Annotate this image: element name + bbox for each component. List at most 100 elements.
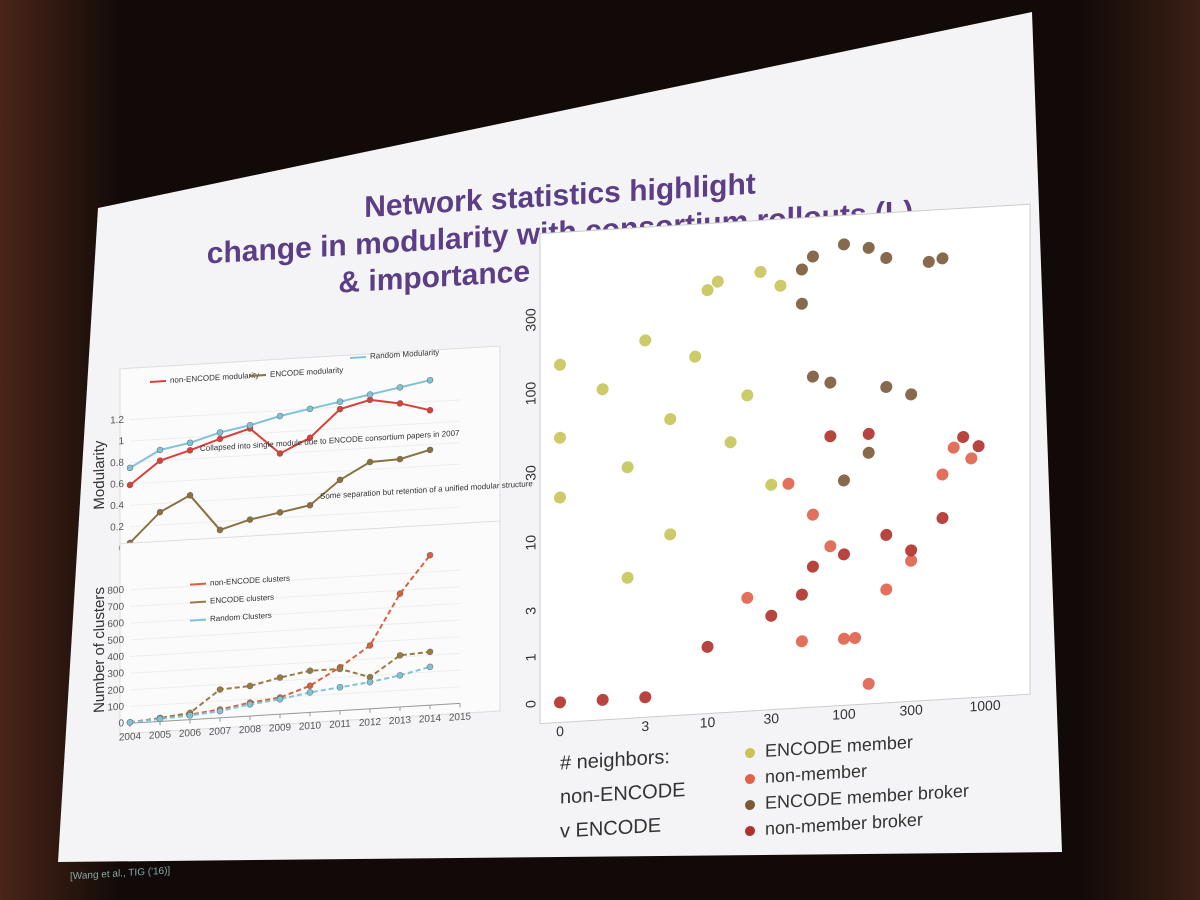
point <box>837 238 850 251</box>
point <box>426 648 434 656</box>
point <box>396 672 404 679</box>
point <box>306 502 314 509</box>
point <box>765 478 778 491</box>
x-tick-label: 2005 <box>149 729 172 741</box>
point <box>639 691 652 704</box>
point <box>621 461 634 474</box>
grid-line <box>130 420 460 442</box>
point <box>186 712 194 719</box>
x-axis <box>130 702 460 724</box>
y-tick-label: 0.6 <box>110 479 124 491</box>
legend-swatch <box>745 799 755 811</box>
point <box>806 560 819 573</box>
x-tick-label: 2004 <box>119 731 142 743</box>
point <box>596 693 609 706</box>
point <box>741 591 754 604</box>
point <box>754 265 767 278</box>
y-tick-label: 1.2 <box>110 415 124 427</box>
point <box>156 446 164 454</box>
point <box>126 464 134 472</box>
point <box>246 516 254 523</box>
grid-line <box>130 636 460 658</box>
point <box>862 677 875 690</box>
legend-swatch <box>745 825 755 837</box>
y-tick-label: 0 <box>118 718 124 729</box>
point <box>186 492 194 499</box>
grid-line <box>130 619 460 641</box>
point <box>701 284 714 297</box>
y-tick-label: 400 <box>107 652 124 664</box>
point <box>965 452 978 465</box>
y-tick-label: 800 <box>107 585 124 597</box>
point <box>156 457 164 464</box>
point <box>276 509 284 516</box>
y-tick-label: 0.4 <box>110 500 124 512</box>
grid-line <box>130 485 460 506</box>
x-tick-label: 2010 <box>299 720 322 732</box>
legend-swatch <box>250 374 266 377</box>
x-tick-label: 3 <box>641 718 649 734</box>
y-tick-label: 100 <box>523 381 539 406</box>
point <box>741 389 754 402</box>
legend-swatch <box>350 356 366 359</box>
series-line <box>129 665 431 724</box>
y-tick-label: 700 <box>107 602 124 614</box>
point <box>824 430 837 443</box>
point <box>596 383 609 396</box>
x-tick-label: 30 <box>764 710 780 727</box>
legend-label: ENCODE clusters <box>210 593 274 606</box>
point <box>664 528 677 541</box>
point <box>957 431 970 444</box>
slide-content: Network statistics highlight change in m… <box>70 168 1031 882</box>
legend-swatch <box>150 380 166 383</box>
point <box>426 663 434 671</box>
grid-line <box>130 399 460 421</box>
point <box>837 474 850 487</box>
point <box>554 696 566 709</box>
point <box>554 358 566 371</box>
legend-label: Random Modularity <box>370 348 439 361</box>
point <box>806 508 819 521</box>
grid-line <box>130 442 460 463</box>
point <box>396 590 404 597</box>
point <box>366 391 374 398</box>
grid-line <box>130 463 460 485</box>
point <box>396 384 404 391</box>
x-tick-label: 2006 <box>179 728 202 740</box>
grid-line <box>130 586 460 608</box>
series-line <box>129 650 431 724</box>
x-tick-label: 2014 <box>419 713 442 725</box>
y-tick-label: 300 <box>107 668 124 680</box>
point <box>936 468 949 481</box>
point <box>849 632 862 645</box>
point <box>156 508 164 516</box>
point <box>862 427 875 440</box>
point <box>396 652 404 659</box>
point <box>366 678 374 686</box>
x-tick-label: 2012 <box>359 717 382 729</box>
point <box>639 334 652 347</box>
point <box>126 481 134 489</box>
point <box>880 251 893 265</box>
y-tick-label: 0 <box>523 700 539 709</box>
point <box>554 431 566 444</box>
point <box>947 441 960 454</box>
x-tick-label: 2009 <box>269 722 292 734</box>
point <box>246 422 254 429</box>
point <box>774 279 787 292</box>
grid-line <box>130 652 460 674</box>
point <box>186 447 194 454</box>
y-tick-label: 200 <box>107 685 124 697</box>
y-tick-label: 500 <box>107 635 124 647</box>
point <box>396 455 404 463</box>
point <box>216 686 224 693</box>
y-tick-label: 300 <box>523 308 539 333</box>
point <box>426 406 434 414</box>
point <box>276 412 284 420</box>
point <box>306 405 314 413</box>
point <box>880 528 893 541</box>
point <box>336 405 344 413</box>
legend-swatch <box>745 773 755 785</box>
point <box>554 491 566 504</box>
point <box>276 450 284 457</box>
